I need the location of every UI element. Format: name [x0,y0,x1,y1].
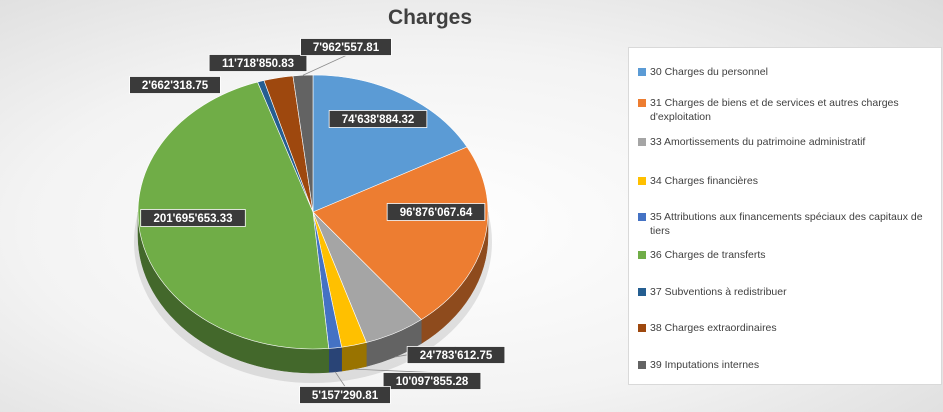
chart-legend: 30 Charges du personnel 31 Charges de bie… [628,47,942,385]
data-label-box-3 [382,372,482,390]
data-label-5: 201'695'653.33 [153,213,232,225]
data-label-box-5 [140,209,246,227]
data-label-8: 7'962'557.81 [313,42,380,54]
legend-item-3: 34 Charges financières [638,174,938,188]
leader-line-8 [302,55,347,76]
pie-side-4 [328,346,342,373]
legend-swatch-3 [638,177,646,185]
legend-swatch-0 [638,68,646,76]
legend-label-0: 30 Charges du personnel [650,66,768,78]
legend-swatch-4 [638,213,646,221]
chart-title: Charges [387,6,473,29]
data-label-box-1 [386,203,486,221]
data-label-box-4 [299,386,391,404]
data-label-0: 74'638'884.32 [342,114,415,126]
pie-slice-1 [312,146,489,320]
data-label-7: 11'718'850.83 [222,58,294,70]
legend-label-5: 36 Charges de transferts [650,249,766,261]
legend-item-5: 36 Charges de transferts [638,248,938,262]
legend-swatch-6 [638,288,646,296]
data-label-box-8 [300,38,392,56]
data-label-box-6 [129,76,221,94]
legend-item-0: 30 Charges du personnel [638,65,938,79]
legend-item-6: 37 Subventions à redistribuer [638,285,938,299]
leader-line-3 [354,368,433,373]
data-label-box-0 [328,110,428,128]
legend-swatch-2 [638,138,646,146]
legend-swatch-7 [638,324,646,332]
legend-label-2: 33 Amortissements du patrimoine administ… [650,136,866,148]
legend-swatch-1 [638,99,646,107]
data-label-3: 10'097'855.28 [396,376,469,388]
legend-label-3: 34 Charges financières [650,175,758,187]
legend-item-2: 33 Amortissements du patrimoine administ… [638,135,938,149]
legend-item-4: 35 Attributions aux financements spéciau… [638,210,938,238]
pie-chart: 74'638'884.32 96'876'067.64 24'783'612.75 1… [129,38,506,404]
legend-item-1: 31 Charges de biens et de services et au… [638,96,938,124]
data-label-box-2 [406,346,506,364]
legend-label-6: 37 Subventions à redistribuer [650,286,787,298]
legend-item-7: 38 Charges extraordinaires [638,321,938,335]
legend-swatch-8 [638,361,646,369]
legend-swatch-5 [638,251,646,259]
legend-label-4: 35 Attributions aux financements spéciau… [650,211,923,237]
data-labels: 74'638'884.32 96'876'067.64 24'783'612.75 1… [129,38,506,404]
data-label-2: 24'783'612.75 [420,350,493,362]
data-label-4: 5'157'290.81 [312,390,379,402]
legend-label-1: 31 Charges de biens et de services et au… [650,97,899,123]
data-label-1: 96'876'067.64 [400,207,473,219]
leader-line-4 [334,371,346,387]
legend-label-7: 38 Charges extraordinaires [650,322,777,334]
legend-item-8: 39 Imputations internes [638,358,938,372]
data-label-box-7 [208,54,308,72]
data-label-6: 2'662'318.75 [142,80,209,92]
pie-slice-0 [312,74,468,213]
pie-slice-8 [292,74,314,213]
legend-label-8: 39 Imputations internes [650,359,760,371]
